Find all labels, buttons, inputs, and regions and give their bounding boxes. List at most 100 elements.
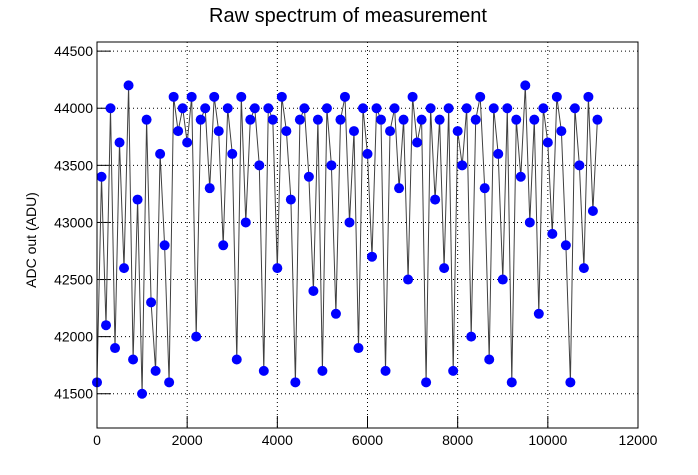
data-point xyxy=(524,217,535,228)
data-point xyxy=(213,126,224,137)
x-tick-label: 2000 xyxy=(172,432,203,448)
data-point xyxy=(155,148,166,159)
y-axis-label: ADC out (ADU) xyxy=(23,192,39,288)
data-point xyxy=(204,183,215,194)
data-point xyxy=(470,114,481,125)
data-point xyxy=(164,377,175,388)
data-point xyxy=(488,103,499,114)
y-tick-label: 42000 xyxy=(54,329,93,345)
data-point xyxy=(110,343,121,354)
plot-frame xyxy=(96,41,639,429)
data-point xyxy=(119,263,130,274)
data-point xyxy=(511,114,522,125)
data-point xyxy=(389,103,400,114)
data-point xyxy=(168,91,179,102)
data-point xyxy=(502,103,513,114)
data-point xyxy=(195,114,206,125)
data-point xyxy=(434,114,445,125)
data-point xyxy=(330,308,341,319)
data-point xyxy=(245,114,256,125)
data-point xyxy=(182,137,193,148)
data-point xyxy=(533,308,544,319)
data-point xyxy=(448,365,459,376)
x-tick-label: 0 xyxy=(93,432,101,448)
data-point xyxy=(461,103,472,114)
data-point xyxy=(339,91,350,102)
data-point xyxy=(506,377,517,388)
chart-title: Raw spectrum of measurement xyxy=(209,5,487,27)
data-point xyxy=(425,103,436,114)
data-point xyxy=(150,365,161,376)
x-tick-label: 4000 xyxy=(262,432,293,448)
data-point xyxy=(583,91,594,102)
data-point xyxy=(177,103,188,114)
data-point xyxy=(222,103,233,114)
data-point xyxy=(200,103,211,114)
data-point xyxy=(137,388,148,399)
data-point xyxy=(101,320,112,331)
data-point xyxy=(479,183,490,194)
data-point xyxy=(317,365,328,376)
data-point xyxy=(258,365,269,376)
data-point xyxy=(412,137,423,148)
data-point xyxy=(376,114,387,125)
y-tick-label: 43000 xyxy=(54,214,93,230)
data-point xyxy=(547,228,558,239)
data-point xyxy=(231,354,242,365)
data-point xyxy=(443,103,454,114)
y-tick-label: 43500 xyxy=(54,157,93,173)
data-point xyxy=(497,274,508,285)
data-point xyxy=(421,377,432,388)
data-point xyxy=(380,365,391,376)
data-point xyxy=(123,80,134,91)
data-point xyxy=(587,206,598,217)
data-point xyxy=(209,91,220,102)
data-point xyxy=(592,114,603,125)
y-tick-label: 42500 xyxy=(54,272,93,288)
data-point xyxy=(96,171,107,182)
data-point xyxy=(394,183,405,194)
data-point xyxy=(357,103,368,114)
data-point xyxy=(285,194,296,205)
y-tick-label: 44500 xyxy=(54,43,93,59)
x-tick-label: 10000 xyxy=(528,432,567,448)
data-point xyxy=(520,80,531,91)
data-point xyxy=(281,126,292,137)
data-point xyxy=(249,103,260,114)
data-point xyxy=(348,126,359,137)
data-point xyxy=(267,114,278,125)
data-point xyxy=(493,148,504,159)
data-point xyxy=(542,137,553,148)
data-point xyxy=(141,114,152,125)
data-point xyxy=(240,217,251,228)
data-point xyxy=(227,148,238,159)
data-point xyxy=(529,114,540,125)
data-point xyxy=(515,171,526,182)
data-point xyxy=(574,160,585,171)
data-point xyxy=(272,263,283,274)
data-point xyxy=(439,263,450,274)
data-point xyxy=(551,91,562,102)
data-point xyxy=(353,343,364,354)
y-tick-label: 41500 xyxy=(54,386,93,402)
data-point xyxy=(186,91,197,102)
data-point xyxy=(276,91,287,102)
data-point xyxy=(398,114,409,125)
data-point xyxy=(146,297,157,308)
data-point xyxy=(578,263,589,274)
data-point xyxy=(299,103,310,114)
data-point xyxy=(452,126,463,137)
x-tick-label: 12000 xyxy=(619,432,658,448)
data-point xyxy=(430,194,441,205)
data-point xyxy=(105,103,116,114)
data-point xyxy=(254,160,265,171)
data-point xyxy=(159,240,170,251)
data-point xyxy=(132,194,143,205)
data-point xyxy=(484,354,495,365)
x-tick-label: 6000 xyxy=(352,432,383,448)
data-point xyxy=(556,126,567,137)
data-point xyxy=(303,171,314,182)
